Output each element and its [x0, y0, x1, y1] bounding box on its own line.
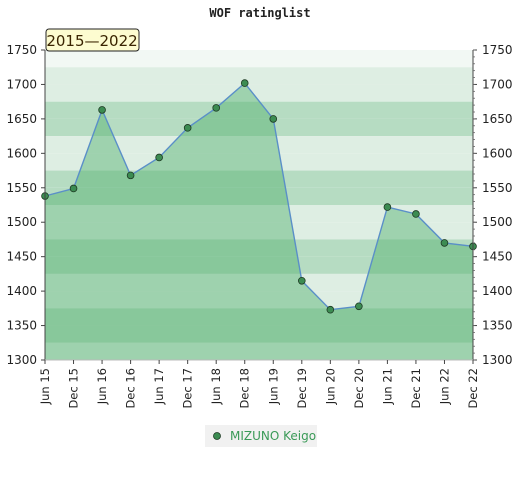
legend: MIZUNO Keigo — [205, 425, 317, 447]
x-tick-label: Jun 20 — [323, 368, 337, 405]
y-tick-label-right: 1700 — [482, 77, 513, 91]
x-tick-label: Jun 22 — [437, 368, 451, 405]
background-bands — [45, 50, 473, 360]
band-upper — [45, 118, 473, 137]
x-tick-label: Dec 20 — [352, 368, 366, 409]
y-tick-label-right: 1400 — [482, 284, 513, 298]
y-tick-label-left: 1500 — [6, 215, 37, 229]
y-tick-label-left: 1700 — [6, 77, 37, 91]
data-point-jun-21 — [383, 203, 392, 211]
x-tick-label: Dec 18 — [238, 368, 252, 409]
data-point-jun-17 — [155, 153, 163, 162]
y-tick-label-right: 1750 — [482, 43, 513, 57]
band-upper — [45, 256, 473, 274]
x-tick-label: Jun 18 — [209, 368, 223, 405]
period-badge: 2015—2022 — [45, 28, 140, 52]
band-upper — [45, 84, 473, 102]
band-lower — [45, 239, 473, 257]
x-axis: Jun 15 Dec 15 Jun 16 Dec 16 Jun 17 Dec 17 Jun … — [38, 360, 480, 409]
rating-area — [45, 83, 473, 360]
x-tick-label: Jun 21 — [380, 368, 394, 405]
y-tick-label-right: 1350 — [482, 319, 513, 333]
band-lower — [45, 101, 473, 119]
x-tick-label: Dec 19 — [295, 368, 309, 409]
data-point-jun-20 — [326, 305, 335, 314]
period-badge-box — [45, 28, 140, 52]
y-tick-label-left: 1750 — [6, 43, 37, 57]
legend-box — [205, 425, 317, 447]
x-tick-label: Dec 21 — [409, 368, 423, 409]
y-tick-label-left: 1350 — [6, 319, 37, 333]
band-upper — [45, 50, 473, 68]
band-lower — [45, 342, 473, 360]
x-tick-label: Jun 19 — [266, 368, 280, 405]
data-point-jun-18 — [212, 104, 221, 112]
y-tick-label-left: 1550 — [6, 181, 37, 195]
legend-label: MIZUNO Keigo — [230, 429, 316, 443]
data-point-dec-21 — [412, 210, 420, 218]
period-badge-text: 2015—2022 — [46, 32, 137, 50]
y-tick-label-left: 1600 — [6, 146, 37, 160]
data-point-jun-16 — [98, 106, 106, 114]
x-tick-label: Dec 16 — [124, 368, 138, 409]
band-lower — [45, 136, 473, 154]
y-tick-label-left: 1650 — [6, 112, 37, 126]
data-point-dec-17 — [183, 124, 192, 132]
legend-marker — [213, 432, 221, 440]
data-point-dec-15 — [69, 184, 78, 193]
y-tick-label-right: 1300 — [482, 353, 513, 367]
x-tick-label: Jun 17 — [152, 368, 166, 405]
y-axis-left: 1300 1350 1400 1450 1500 1550 1600 1650 1700 1750 — [6, 43, 45, 367]
x-tick-label: Dec 22 — [466, 368, 480, 409]
rating-line — [44, 82, 474, 311]
data-point-dec-20 — [355, 302, 363, 311]
data-point-dec-18 — [240, 79, 249, 87]
band-upper — [45, 222, 473, 240]
data-point-jun-19 — [269, 115, 278, 123]
band-lower — [45, 170, 473, 188]
y-tick-label-left: 1450 — [6, 250, 37, 264]
data-point-jun-22 — [440, 239, 449, 247]
data-markers — [41, 79, 477, 314]
data-point-dec-19 — [297, 276, 306, 285]
y-tick-label-right: 1450 — [482, 250, 513, 264]
band-lower — [45, 205, 473, 223]
band-upper — [45, 153, 473, 171]
x-tick-label: Dec 17 — [181, 368, 195, 409]
band-upper — [45, 187, 473, 205]
y-tick-label-right: 1500 — [482, 215, 513, 229]
y-tick-label-right: 1550 — [482, 181, 513, 195]
band-lower — [45, 67, 473, 85]
y-tick-label-right: 1650 — [482, 112, 513, 126]
y-tick-label-right: 1600 — [482, 146, 513, 160]
y-tick-label-left: 1400 — [6, 284, 37, 298]
y-tick-label-left: 1300 — [6, 353, 37, 367]
x-tick-label: Dec 15 — [67, 368, 81, 409]
chart-title: WOF ratinglist — [209, 6, 310, 20]
y-axis-right: 1300 1350 1400 1450 1500 1550 1600 1650 1700 1750 — [473, 43, 513, 367]
x-tick-label: Jun 15 — [38, 368, 52, 405]
band-lower — [45, 273, 473, 292]
data-point-dec-16 — [126, 171, 135, 180]
band-lower — [45, 308, 473, 326]
band-upper — [45, 291, 473, 309]
x-tick-label: Jun 16 — [95, 368, 109, 405]
band-upper — [45, 325, 473, 343]
